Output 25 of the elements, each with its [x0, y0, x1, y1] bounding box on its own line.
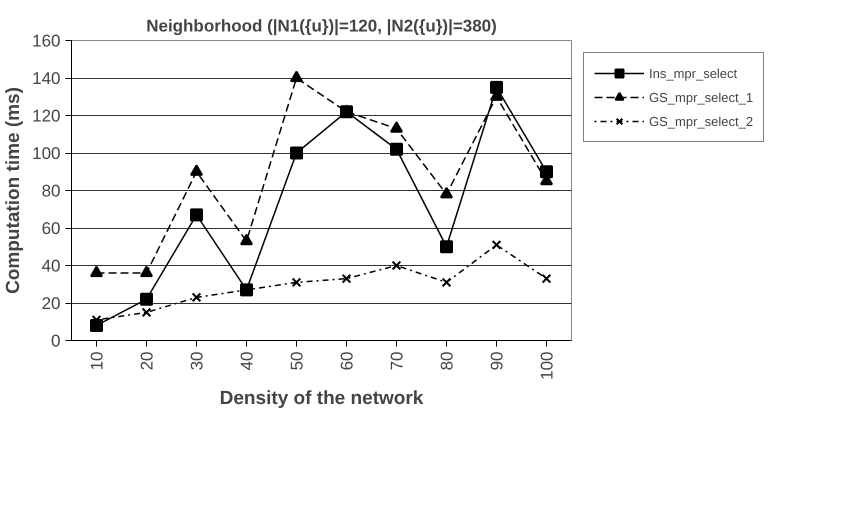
y-tick-label: 0 [51, 332, 61, 350]
y-tick-label: 80 [42, 182, 61, 200]
y-tick-label: 160 [32, 32, 61, 50]
y-tick-label: 100 [32, 144, 61, 163]
y-tick-label: 40 [42, 256, 61, 276]
y-tick-label: 120 [32, 106, 61, 126]
legend-label: GS_mpr_select_1 [649, 90, 754, 104]
x-tick-label: 70 [388, 351, 406, 370]
x-tick-label: 80 [438, 351, 456, 370]
x-tick-label: 40 [238, 351, 256, 370]
x-tick-label: 50 [288, 351, 306, 370]
x-tick-label: 100 [538, 351, 556, 380]
chart-title: Neighborhood (|N1({u})|=120, |N2({u})|=380) [146, 16, 497, 36]
x-tick-label: 90 [488, 351, 506, 370]
y-axis-title: Computation time (ms) [3, 87, 24, 294]
x-tick-label: 60 [338, 351, 356, 370]
x-axis-title: Density of the network [220, 388, 424, 409]
y-tick-label: 140 [32, 69, 61, 88]
x-tick-label: 30 [188, 351, 206, 370]
legend-label: GS_mpr_select_2 [649, 114, 754, 128]
legend-label: Ins_mpr_select [649, 66, 738, 80]
y-tick-label: 60 [42, 219, 61, 238]
x-tick-label: 10 [88, 351, 106, 370]
x-tick-label: 20 [138, 351, 156, 370]
y-tick-label: 20 [42, 294, 61, 313]
